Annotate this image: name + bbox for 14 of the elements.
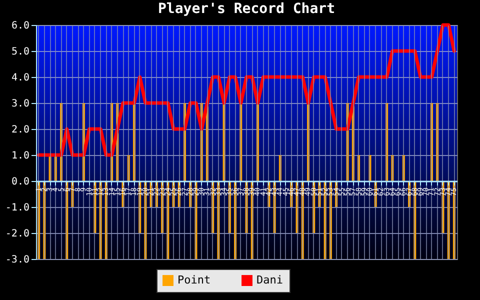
y-tick-label: 4.0 [11, 72, 30, 84]
y-tick-label: 3.0 [11, 98, 30, 110]
y-tick-label: 2.0 [11, 124, 30, 136]
legend-label: Point [178, 274, 211, 287]
y-tick-label: 1.0 [11, 150, 30, 162]
y-tick-label: -2.0 [5, 228, 30, 240]
y-tick-label: 6.0 [11, 20, 30, 32]
y-tick-label: 0.0 [11, 176, 30, 188]
y-tick-label: 5.0 [11, 46, 30, 58]
chart-title: Player's Record Chart [158, 1, 336, 17]
legend-label: Dani [256, 274, 283, 287]
y-tick-label: -1.0 [5, 202, 30, 214]
line-series [37, 23, 456, 157]
y-tick-label: -3.0 [5, 254, 30, 266]
